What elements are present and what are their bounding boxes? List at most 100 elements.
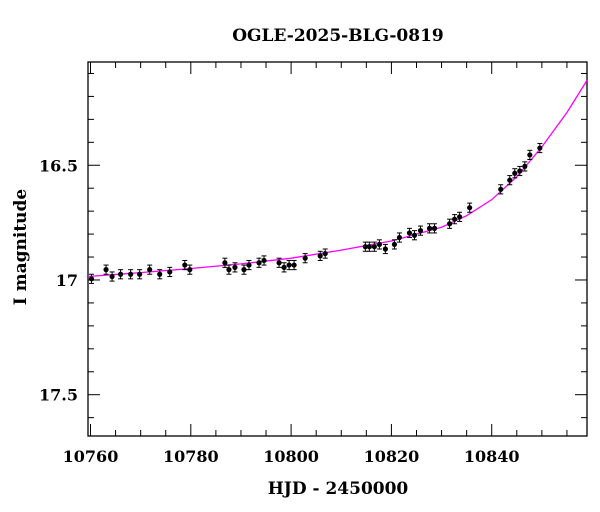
data-point-marker [411,232,418,238]
data-point [376,239,382,250]
data-point-marker [109,273,115,280]
data-point-marker [452,216,458,222]
x-tick-label: 10760 [63,447,119,466]
data-point [291,259,297,271]
x-tick-label: 10820 [364,447,420,466]
data-point-marker [302,255,308,261]
data-point-marker [406,230,413,236]
data-point-marker [291,262,297,268]
model-curve-layer [87,80,588,278]
data-point-marker [226,267,232,273]
plot-border [87,61,588,437]
data-point [522,161,528,172]
data-point [232,262,238,273]
data-point-marker [241,267,247,273]
data-point-marker [376,241,382,248]
data-point-marker [426,225,433,231]
data-point-marker [417,228,424,234]
data-point [517,165,523,177]
data-point [167,266,173,278]
data-point-marker [157,271,163,277]
data-point [88,273,95,284]
data-point-marker [286,262,292,268]
data-point [426,223,433,234]
data-point-marker [167,269,173,275]
y-tick-label: 17 [56,271,78,290]
data-point-marker [371,244,377,250]
data-point [302,253,308,264]
data-point-marker [232,264,238,270]
data-point-marker [128,271,134,277]
data-point [222,257,228,268]
data-point [286,259,292,271]
data-point [406,227,413,239]
data-point [452,214,458,225]
data-point-marker [522,163,528,169]
data-point [317,250,323,261]
data-point [322,248,328,259]
data-point [241,264,247,275]
data-point-marker [362,244,368,250]
data-point [457,211,463,222]
data-point-marker [256,260,262,266]
data-point [109,271,115,282]
data-point-marker [137,271,143,277]
data-point [537,142,543,154]
data-point-marker [276,260,282,266]
data-point-marker [147,267,153,273]
data-point [371,241,377,252]
chart-title: OGLE-2025-BLG-0819 [232,26,444,46]
data-point [512,168,518,179]
x-axis-tick-labels: 10760 10780 10800 10820 10840 [63,447,520,466]
data-point [226,264,232,275]
data-point-marker [103,267,109,273]
data-point [467,202,473,213]
y-tick-label: 17.5 [39,386,78,405]
data-point [137,269,143,280]
data-point-marker [507,177,513,183]
data-point-marker [537,145,543,151]
data-point [261,255,267,266]
data-point-marker [281,264,287,270]
data-points-layer [88,142,543,284]
data-point [276,257,282,268]
data-point-marker [88,276,95,282]
data-point-marker [396,234,403,241]
data-point [182,259,188,271]
data-point [366,241,372,252]
data-point [281,262,287,273]
data-point-marker [467,205,473,211]
model-curve [87,80,588,278]
data-point [157,269,163,280]
data-point [396,232,403,243]
x-axis-ticks [90,62,568,436]
data-point-marker [261,257,267,264]
data-point-marker [446,221,453,227]
data-point [187,264,193,275]
data-point [246,259,252,271]
data-point [128,269,134,280]
data-point-marker [117,271,124,277]
data-point [446,218,453,229]
data-point [417,225,424,236]
data-point [391,239,398,250]
y-axis-ticks [88,72,587,419]
data-point [256,257,262,268]
plot-frame [87,61,588,437]
data-point-marker [431,225,438,231]
x-tick-label: 10840 [464,447,520,466]
data-point [498,184,504,195]
data-point [103,264,109,275]
y-axis-label: I magnitude [11,189,31,306]
x-tick-label: 10780 [163,447,219,466]
x-axis-label: HJD - 2450000 [268,479,409,499]
data-point-marker [222,260,228,266]
data-point [527,149,533,161]
data-point-marker [366,244,372,250]
data-point-marker [322,250,328,257]
data-point-marker [187,267,193,273]
data-point-marker [382,246,388,252]
data-point-marker [182,262,188,268]
data-point-marker [457,214,463,220]
